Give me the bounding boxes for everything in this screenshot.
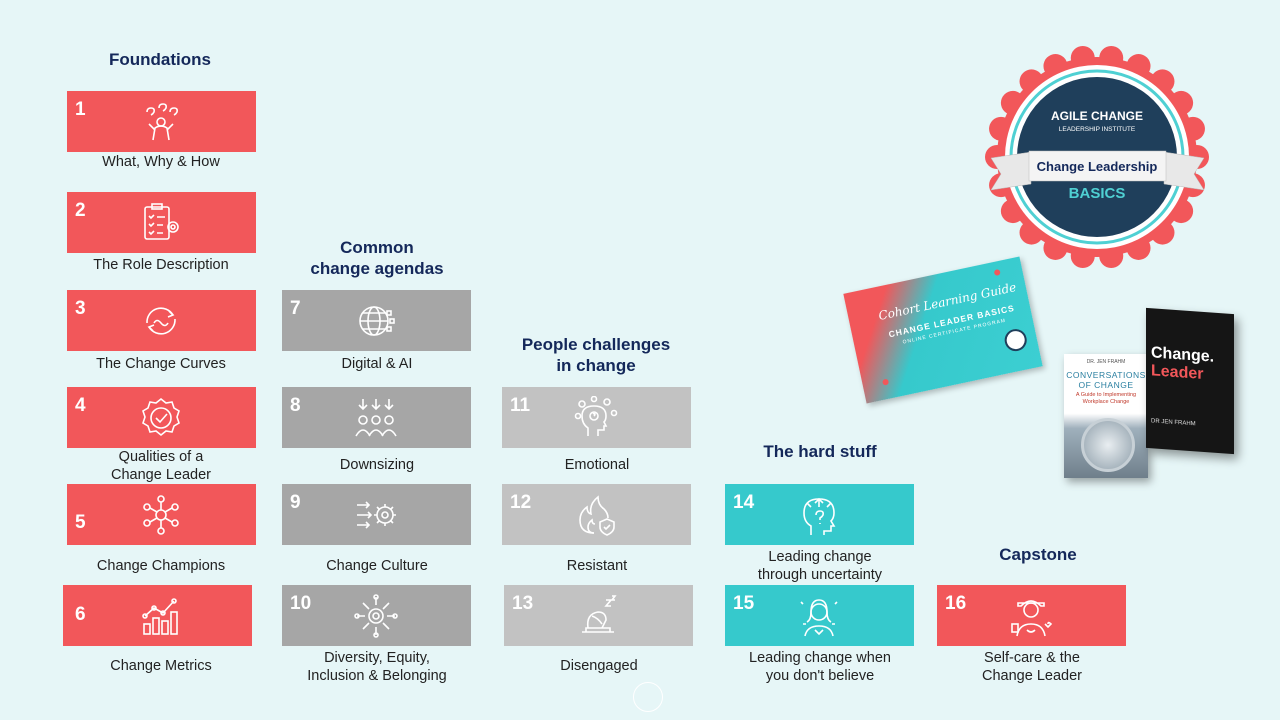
module-tile-5[interactable]: 5 [67, 484, 256, 545]
book2-author: DR JEN FRAHM [1151, 418, 1196, 428]
module-caption-6: Change Metrics [110, 658, 212, 674]
module-number: 4 [75, 395, 86, 416]
question-person-icon [146, 103, 178, 141]
gear-arrows-icon [357, 501, 396, 529]
badge-line2: LEADERSHIP INSTITUTE [1059, 126, 1136, 133]
module-caption-11: Emotional [564, 457, 630, 473]
compass-icon [1081, 418, 1135, 472]
heading-capstone: Capstone [999, 545, 1077, 564]
book1-title-line1: CONVERSATIONS [1066, 370, 1146, 380]
people-down-icon [355, 399, 397, 437]
change-leader-book: Change. Leader DR JEN FRAHM [1146, 307, 1234, 455]
heading-common-agendas: Common change agendas [310, 238, 444, 278]
module-number: 6 [75, 604, 86, 625]
cycle-arrows-icon [146, 307, 176, 335]
badge-ribbon-text: Change Leadership [1037, 159, 1158, 174]
network-people-icon [143, 495, 179, 535]
head-question-icon [803, 497, 836, 535]
module-tile-3[interactable]: 3 [67, 290, 256, 351]
module-caption-5: Change Champions [96, 558, 226, 574]
module-tile-7[interactable]: 7 [282, 290, 471, 351]
digital-globe-icon [359, 306, 395, 336]
module-caption-14: Leading change through uncertainty [757, 549, 883, 583]
module-caption-1: What, Why & How [102, 154, 220, 170]
module-tile-8[interactable]: 8 [282, 387, 471, 448]
agile-change-badge-logo: AGILE CHANGE LEADERSHIP INSTITUTE Change… [985, 46, 1209, 268]
book1-subtitle-line1: A Guide to Implementing [1075, 392, 1137, 398]
head-emotions-icon [574, 396, 618, 436]
book1-author: DR. JEN FRAHM [1086, 359, 1126, 365]
module-tile-6[interactable]: 6 [63, 585, 252, 646]
module-number: 1 [75, 99, 86, 120]
module-tile-2[interactable]: 2 [67, 192, 256, 253]
module-number: 8 [290, 395, 301, 416]
book2-title-line2: Leader [1151, 362, 1204, 383]
module-number: 10 [290, 593, 312, 614]
module-caption-13: Disengaged [560, 658, 638, 674]
module-number: 7 [290, 298, 301, 319]
badge-line1: AGILE CHANGE [1051, 109, 1143, 123]
module-caption-2: The Role Description [93, 257, 229, 273]
module-caption-15: Leading change when you don't believe [749, 650, 891, 684]
module-tile-16[interactable]: 16 [937, 585, 1126, 646]
cohort-learning-guide-cover: Cohort Learning Guide CHANGE LEADER BASI… [843, 256, 1043, 404]
module-caption-4: Qualities of a Change Leader [111, 449, 211, 483]
sleeping-desk-icon [582, 595, 617, 633]
woman-thinking-icon [800, 599, 838, 637]
heading-people-challenges: People challenges in change [521, 335, 671, 375]
module-number: 14 [733, 492, 755, 513]
book1-title-line2: OF CHANGE [1078, 380, 1134, 390]
module-number: 15 [733, 593, 755, 614]
module-caption-8: Downsizing [339, 457, 415, 473]
conversations-of-change-book: DR. JEN FRAHM CONVERSATIONS OF CHANGE A … [1064, 354, 1148, 478]
badge-check-icon [142, 397, 180, 437]
module-number: 5 [75, 512, 86, 533]
badge-basics: BASICS [1069, 185, 1126, 202]
module-caption-16: Self-care & the Change Leader [982, 650, 1082, 684]
module-tile-1[interactable]: 1 [67, 91, 256, 152]
module-tile-14[interactable]: 14 [725, 484, 914, 545]
module-number: 2 [75, 200, 86, 221]
module-number: 3 [75, 298, 86, 319]
module-tile-11[interactable]: 11 [502, 387, 691, 448]
module-caption-7: Digital & AI [341, 356, 413, 372]
hands-circle-icon [354, 594, 398, 638]
module-number: 12 [510, 492, 532, 513]
module-number: 9 [290, 492, 301, 513]
module-tile-15[interactable]: 15 [725, 585, 914, 646]
module-tile-9[interactable]: 9 [282, 484, 471, 545]
module-number: 11 [510, 395, 531, 416]
module-caption-9: Change Culture [326, 558, 428, 574]
module-tile-12[interactable]: 12 [502, 484, 691, 545]
book1-subtitle-line2: Workplace Change [1082, 399, 1130, 405]
nav-circle[interactable] [633, 682, 663, 712]
bar-chart-icon [142, 598, 178, 635]
module-caption-12: Resistant [566, 558, 628, 574]
heading-foundations: Foundations [109, 50, 211, 69]
module-number: 16 [945, 593, 967, 614]
selfcare-person-icon [1011, 600, 1053, 637]
fire-shield-icon [579, 495, 615, 536]
module-caption-3: The Change Curves [96, 356, 226, 372]
clipboard-gear-icon [144, 203, 179, 240]
guide-seal-logo [1002, 327, 1029, 354]
heading-hard-stuff: The hard stuff [763, 442, 877, 461]
module-tile-4[interactable]: 4 [67, 387, 256, 448]
module-tile-13[interactable]: 13 [504, 585, 693, 646]
module-number: 13 [512, 593, 534, 614]
module-caption-10: Diversity, Equity, Inclusion & Belonging [307, 650, 447, 684]
module-tile-10[interactable]: 10 [282, 585, 471, 646]
